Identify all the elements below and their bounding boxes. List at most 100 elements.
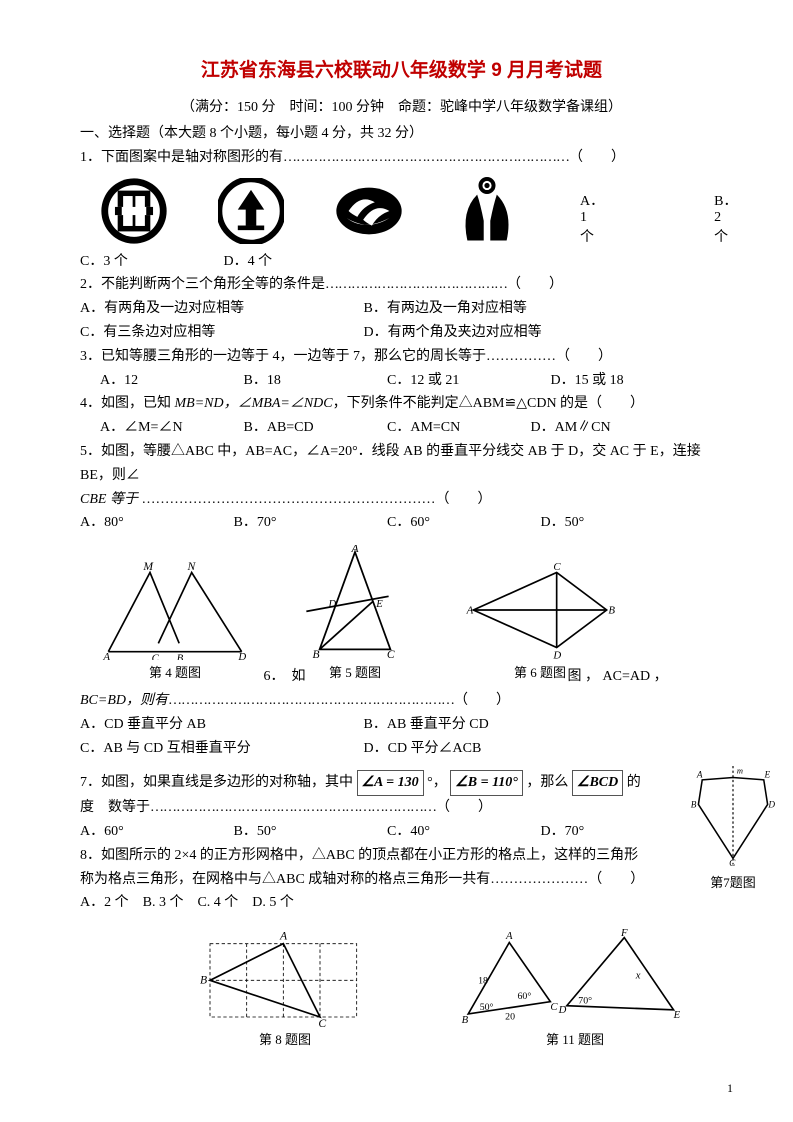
svg-text:B: B <box>462 1014 469 1026</box>
q6-paren: （ ） <box>454 689 510 713</box>
svg-text:A: A <box>279 930 288 943</box>
q1-opts2: C．3 个 D．4 个 <box>80 250 723 274</box>
angle-B-expr: ∠B = 110° <box>450 770 523 796</box>
q1-text: 1．下面图案中是轴对称图形的有 <box>80 150 283 165</box>
q3-optC: C．12 或 21 <box>387 369 547 393</box>
q1-paren: （ ） <box>569 146 625 170</box>
q7-c: 的 <box>627 775 641 790</box>
svg-text:C: C <box>553 561 561 573</box>
q2-row1: A．有两角及一边对应相等 B．有两边及一角对应相等 <box>80 297 723 321</box>
q7-a: 7．如图，如果直线是多边形的对称轴，其中 <box>80 775 357 790</box>
svg-text:C: C <box>152 653 160 660</box>
svg-text:x: x <box>635 970 641 982</box>
q4-opts: A．∠M=∠N B．AB=CD C．AM=CN D．AM∥CN <box>80 416 723 440</box>
q8-line2: 称为格点三角形，在网格中与△ABC 成轴对称的格点三角形一共有…………………（ … <box>80 868 723 892</box>
fig11-caption: 第 11 题图 <box>460 1029 690 1048</box>
q3-paren: （ ） <box>556 345 612 369</box>
q6-optB: B．AB 垂直平分 CD <box>364 717 489 732</box>
svg-text:D: D <box>767 800 775 810</box>
dots: ……………………………………………………… <box>138 492 436 507</box>
q4-c: ，下列条件不能判定△ABM≌△CDN 的是（ ） <box>333 396 644 411</box>
q8-paren: （ ） <box>588 868 644 892</box>
svg-text:50°: 50° <box>480 1002 494 1013</box>
q2-stem: 2．不能判断两个三个角形全等的条件是（ ） <box>80 273 723 297</box>
svg-text:B: B <box>691 800 697 810</box>
svg-text:B: B <box>313 649 320 660</box>
q7-optD: D．70° <box>541 824 585 839</box>
q1-optA: A．1 个 <box>580 190 604 246</box>
figure-7: A m E B D C 第7题图 <box>683 766 783 891</box>
q2-row2: C．有三条边对应相等 D．有两个角及夹边对应相等 <box>80 321 723 345</box>
svg-text:B: B <box>608 604 615 616</box>
svg-text:M: M <box>142 560 154 573</box>
page-number: 1 <box>727 1081 733 1096</box>
page-title: 江苏省东海县六校联动八年级数学 9 月月考试题 <box>80 55 723 82</box>
q3-optD: D．15 或 18 <box>551 373 624 388</box>
icbc-logo-icon <box>100 176 168 246</box>
q6-stem-line1: 6． 如 图 ， AC=AD ， <box>80 665 723 689</box>
q7-l2: 度 数等于 <box>80 800 150 815</box>
q6-post: 图 ， AC=AD ， <box>568 669 668 684</box>
q6-optD: D．CD 平分∠ACB <box>364 741 482 756</box>
svg-text:B: B <box>177 653 184 660</box>
figure-11: A B C 18 50° 60° 20 F D E 70° x 第 11 题图 <box>460 927 690 1048</box>
svg-text:A: A <box>102 651 110 660</box>
svg-text:C: C <box>729 858 736 866</box>
q7-wrap: A m E B D C 第7题图 7．如图，如果直线是多边形的对称轴，其中 ∠A… <box>80 770 723 891</box>
svg-text:C: C <box>387 649 395 660</box>
svg-text:N: N <box>187 560 197 573</box>
q2-optC: C．有三条边对应相等 <box>80 321 360 345</box>
q5-optD: D．50° <box>541 515 585 530</box>
q7-optC: C．40° <box>387 820 537 844</box>
q7-opts: A．60° B．50° C．40° D．70° <box>80 820 723 844</box>
q5-b: CBE 等于 <box>80 492 138 507</box>
svg-text:m: m <box>737 766 743 776</box>
q7-optA: A．60° <box>80 820 230 844</box>
svg-text:D: D <box>558 1004 567 1016</box>
q6-stem-line2: BC=BD，则有（ ） <box>80 689 723 713</box>
q6-optA: A．CD 垂直平分 AB <box>80 713 360 737</box>
q4-stem: 4．如图，已知 MB=ND，∠MBA=∠NDC，下列条件不能判定△ABM≌△CD… <box>80 392 723 416</box>
q3-optB: B．18 <box>244 369 384 393</box>
svg-text:E: E <box>375 599 383 610</box>
svg-text:18: 18 <box>478 976 488 987</box>
q8-line1: 8．如图所示的 2×4 的正方形网格中，△ABC 的顶点都在小正方形的格点上，这… <box>80 844 723 868</box>
q1-optB: B．2 个 <box>714 190 737 246</box>
q2-text: 2．不能判断两个三个角形全等的条件是 <box>80 277 325 292</box>
q6-pre: 6． 如 <box>264 669 306 684</box>
figure-6: A C B D 第 6 题图 <box>460 560 620 681</box>
q5-opts: A．80° B．70° C．60° D．50° <box>80 511 723 535</box>
q6-row2: C．AB 与 CD 互相垂直平分 D．CD 平分∠ACB <box>80 737 723 761</box>
q5-paren: （ ） <box>435 488 491 512</box>
svg-text:B: B <box>200 974 207 987</box>
fig8-caption: 第 8 题图 <box>200 1029 370 1048</box>
figure-8: A B C 第 8 题图 <box>200 927 370 1048</box>
q1-optC: C．3 个 <box>80 250 220 274</box>
q3-opts: A．12 B．18 C．12 或 21 D．15 或 18 <box>80 369 723 393</box>
q2-optA: A．有两角及一边对应相等 <box>80 297 360 321</box>
q6-optC: C．AB 与 CD 互相垂直平分 <box>80 737 360 761</box>
dots <box>168 693 454 708</box>
q4-optA: A．∠M=∠N <box>100 416 240 440</box>
svg-text:D: D <box>327 599 336 610</box>
q3-optA: A．12 <box>100 369 240 393</box>
q4-optB: B．AB=CD <box>244 416 384 440</box>
q7-optB: B．50° <box>234 820 384 844</box>
fig7-caption: 第7题图 <box>683 872 783 891</box>
svg-text:60°: 60° <box>518 991 532 1002</box>
hands-logo-icon <box>454 176 520 246</box>
q7-paren: （ ） <box>436 796 492 820</box>
q1-icons: A．1 个 B．2 个 <box>100 176 723 246</box>
q3-stem: 3．已知等腰三角形的一边等于 4，一边等于 7，那么它的周长等于……………（ ） <box>80 345 723 369</box>
q8-opts: A．2 个 B. 3 个 C. 4 个 D. 5 个 <box>80 891 723 915</box>
svg-text:E: E <box>673 1009 681 1021</box>
figure-row-456: M N A C B D 第 4 题图 A D E B C 第 5 题图 <box>100 545 723 681</box>
angle-A-expr: ∠A = 130 <box>357 770 424 796</box>
q7-stem1: 7．如图，如果直线是多边形的对称轴，其中 ∠A = 130 °， ∠B = 11… <box>80 770 723 796</box>
svg-text:A: A <box>505 930 513 942</box>
q5-optA: A．80° <box>80 511 230 535</box>
q2-optB: B．有两边及一角对应相等 <box>364 301 527 316</box>
svg-text:F: F <box>620 927 628 939</box>
q5-optB: B．70° <box>234 511 384 535</box>
svg-text:A: A <box>350 545 359 555</box>
